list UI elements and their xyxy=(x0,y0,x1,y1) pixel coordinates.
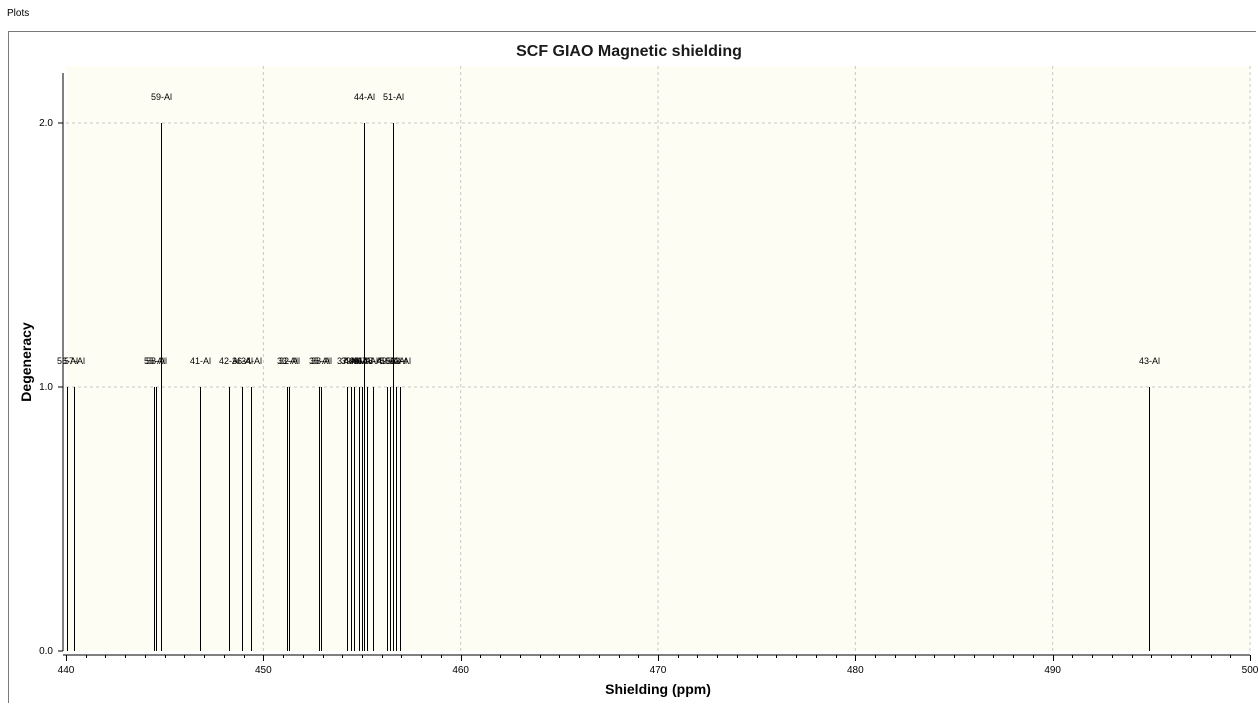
peak-label: 34-Al xyxy=(241,356,262,366)
peak-label: 57-Al xyxy=(64,356,85,366)
peak-label: 42-Al xyxy=(219,356,240,366)
peak-lines xyxy=(67,123,1150,651)
peak-label: 33-Al xyxy=(277,356,298,366)
y-axis-title: Degeneracy xyxy=(18,322,34,402)
x-tick-label: 500 xyxy=(1242,665,1258,676)
peak-label: 48-Al xyxy=(363,356,384,366)
peak-label: 46-Al xyxy=(352,356,373,366)
x-tick-label: 440 xyxy=(58,665,75,676)
peak-label: 45-Al xyxy=(349,356,370,366)
peak-label: 41-Al xyxy=(190,356,211,366)
peak-label: 58-Al xyxy=(146,356,167,366)
x-tick-label: 470 xyxy=(650,665,667,676)
peak-label: 43-Al xyxy=(1139,356,1160,366)
axes xyxy=(62,73,1250,656)
peak-label: 59-Al xyxy=(151,92,172,102)
peak-label: 39-Al xyxy=(341,356,362,366)
peak-label: 53-Al xyxy=(390,356,411,366)
peak-label: 51-Al xyxy=(383,92,404,102)
peak-label: 36-Al xyxy=(232,356,253,366)
peak-label: 38-Al xyxy=(311,356,332,366)
y-tick-label: 1.0 xyxy=(39,382,53,393)
grid-lines xyxy=(66,66,1251,651)
peak-label: 37-Al xyxy=(337,356,358,366)
peak-label: 52-Al xyxy=(386,356,407,366)
chart-title: SCF GIAO Magnetic shielding xyxy=(516,43,742,60)
x-axis-title: Shielding (ppm) xyxy=(605,681,711,697)
tick-marks: 440 450 460 470 480 490 500 0.0 1.0 2.0 xyxy=(39,118,1258,676)
peak-label: 44-Al xyxy=(354,92,375,102)
peak-label: 35-Al xyxy=(309,356,330,366)
y-tick-label: 2.0 xyxy=(39,118,53,129)
peak-label: 49-Al xyxy=(377,356,398,366)
peak-label: 55-Al xyxy=(144,356,165,366)
peak-label: 40-Al xyxy=(344,356,365,366)
peak-label: 50-Al xyxy=(380,356,401,366)
peak-label: 56-Al xyxy=(57,356,78,366)
peak-label: 32-Al xyxy=(279,356,300,366)
peak-label: 47-Al xyxy=(357,356,378,366)
x-tick-label: 450 xyxy=(255,665,272,676)
y-tick-label: 0.0 xyxy=(39,646,53,657)
x-tick-label: 460 xyxy=(452,665,469,676)
x-tick-label: 490 xyxy=(1044,665,1061,676)
x-tick-label: 480 xyxy=(847,665,864,676)
window-title: Plots xyxy=(7,8,30,19)
